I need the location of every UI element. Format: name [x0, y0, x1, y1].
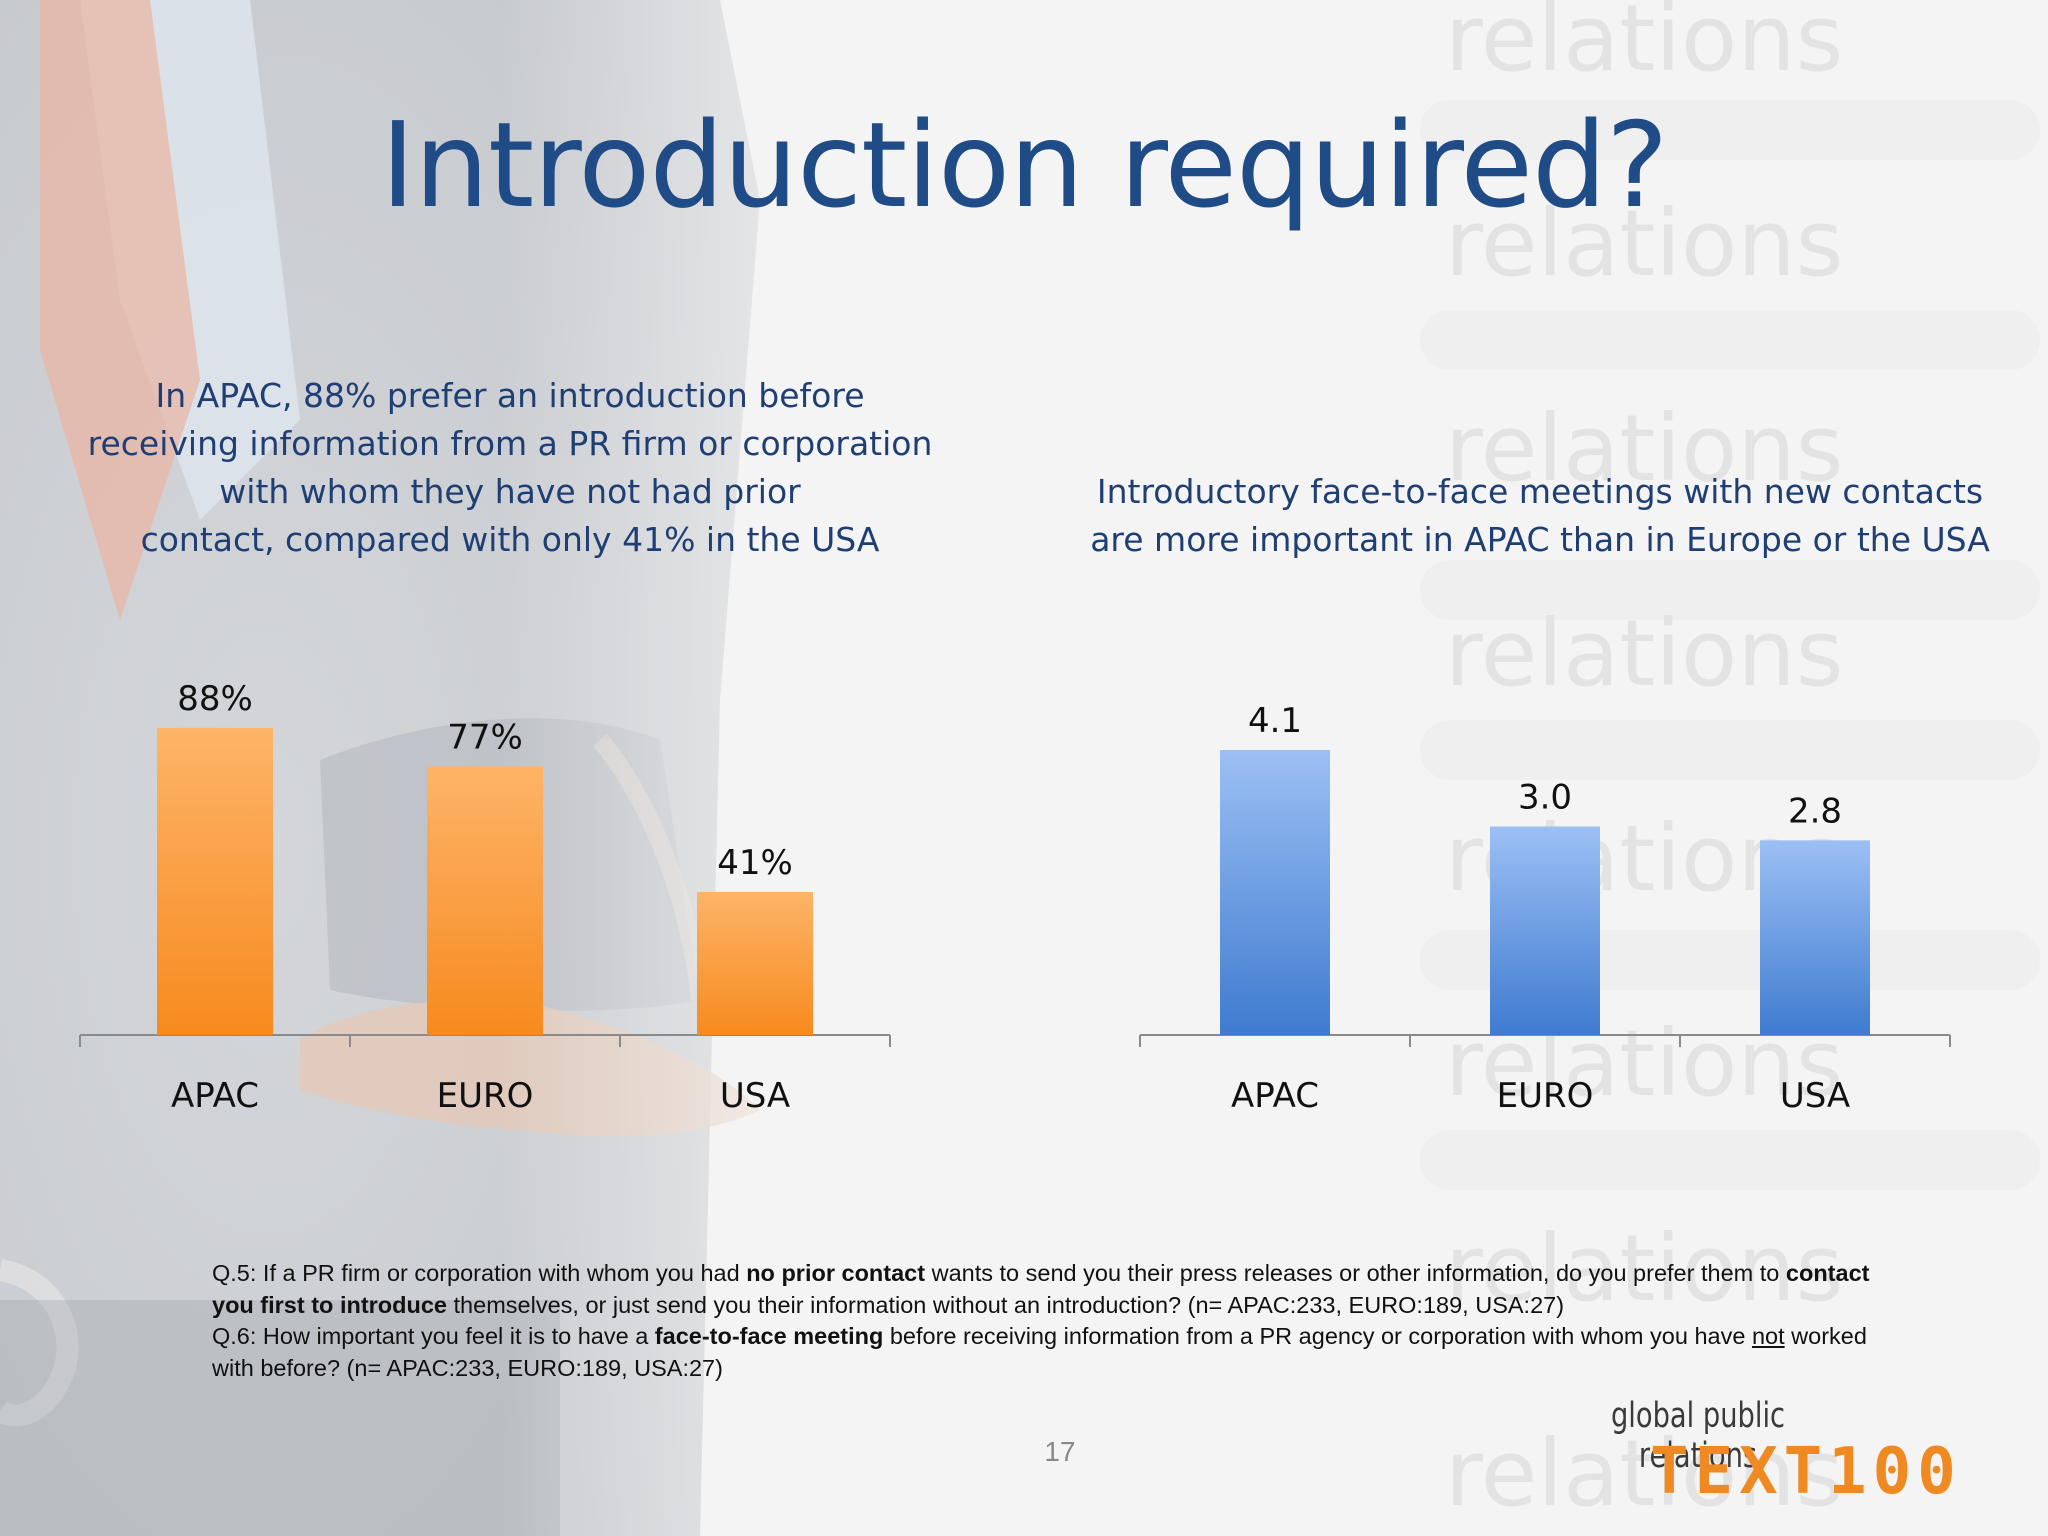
left-chart-subtitle: In APAC, 88% prefer an introduction befo… [60, 372, 960, 564]
subtitle-line: contact, compared with only 41% in the U… [140, 520, 880, 559]
subtitle-line: In APAC, 88% prefer an introduction befo… [155, 376, 865, 415]
subtitle-line: receiving information from a PR firm or … [87, 424, 933, 463]
bar-usa [1760, 840, 1870, 1035]
subtitle-line: Introductory face-to-face meetings with … [1096, 472, 1984, 511]
category-label: APAC [171, 1076, 259, 1116]
subtitle-line: with whom they have not had prior [219, 472, 801, 511]
page-number: 17 [1044, 1436, 1076, 1467]
left-bar-chart: 88% APAC 77% EURO 41% USA [79, 679, 891, 1116]
data-label: 2.8 [1788, 791, 1842, 831]
category-label: USA [720, 1076, 790, 1116]
watermark-text: relations [1445, 1215, 1844, 1322]
survey-questions-footnote: Q.5: If a PR firm or corporation with wh… [212, 1260, 1870, 1381]
category-label: APAC [1231, 1076, 1319, 1116]
bar-usa [697, 891, 813, 1035]
data-label: 77% [447, 717, 523, 757]
watermark-text: relations [1445, 0, 1844, 92]
brand-tagline: global public relations [1610, 1396, 1786, 1476]
category-label: USA [1780, 1076, 1850, 1116]
watermark-text: relations [1445, 395, 1844, 502]
data-label: 41% [717, 843, 793, 883]
bar-apac [157, 727, 273, 1035]
category-label: EURO [437, 1076, 534, 1116]
watermark-text: relations [1445, 600, 1844, 707]
watermark-text: relations [1445, 190, 1844, 297]
data-label: 88% [177, 679, 253, 719]
subtitle-line: are more important in APAC than in Europ… [1090, 520, 1990, 559]
bar-euro [427, 766, 543, 1035]
right-bar-chart: 4.1 APAC 3.0 EURO 2.8 USA [1139, 701, 1951, 1116]
category-label: EURO [1497, 1076, 1594, 1116]
slide-title: Introduction required? [380, 96, 1668, 234]
data-label: 3.0 [1518, 777, 1572, 817]
right-chart-subtitle: Introductory face-to-face meetings with … [1070, 468, 2010, 564]
watermark-text: relations [1445, 1420, 1844, 1527]
bar-apac [1220, 750, 1330, 1035]
brand-logo: TEXT100 [1650, 1435, 1962, 1509]
data-label: 4.1 [1248, 701, 1302, 741]
bar-euro [1490, 826, 1600, 1035]
